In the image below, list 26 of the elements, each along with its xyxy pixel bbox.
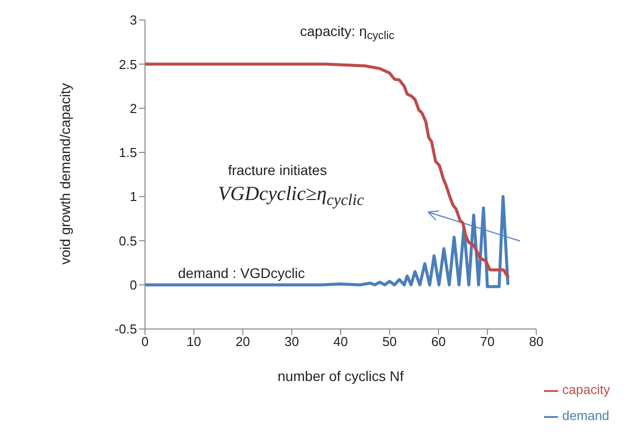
y-axis-title: void growth demand/capacity xyxy=(56,83,73,264)
annotation: VGDcyclic≥η$_{cyclic}$ xyxy=(218,183,364,209)
annotation: fracture initiates xyxy=(228,162,327,178)
x-tick-label: 80 xyxy=(529,334,544,350)
y-tick-label: -0.5 xyxy=(114,322,137,337)
y-tick-label: 0.5 xyxy=(118,233,137,248)
line-series xyxy=(145,62,510,280)
y-tick-label: 0 xyxy=(130,277,137,292)
y-tick-label: 1.5 xyxy=(118,145,137,160)
annotation: demand : VGDcyclic xyxy=(178,265,305,281)
y-tick-label: 2 xyxy=(130,100,137,116)
y-tick-label: 3 xyxy=(130,12,137,28)
x-tick-label: 70 xyxy=(480,334,495,350)
annotation: capacity: η$_{cyclic}$ xyxy=(300,23,395,42)
x-tick-label: 0 xyxy=(141,334,149,350)
y-tick-label: 2.5 xyxy=(118,56,137,72)
y-tick-label: 1 xyxy=(130,189,137,204)
x-tick-label: 40 xyxy=(333,334,348,350)
x-tick-label: 60 xyxy=(431,334,446,350)
legend-label: demand xyxy=(562,408,610,423)
x-tick-label: 50 xyxy=(382,334,397,350)
legend-label: capacity xyxy=(562,382,610,397)
x-axis-title: number of cyclics Nf xyxy=(278,368,404,384)
x-tick-label: 30 xyxy=(284,334,299,350)
x-tick-label: 20 xyxy=(236,334,250,350)
x-tick-label: 10 xyxy=(186,334,202,350)
